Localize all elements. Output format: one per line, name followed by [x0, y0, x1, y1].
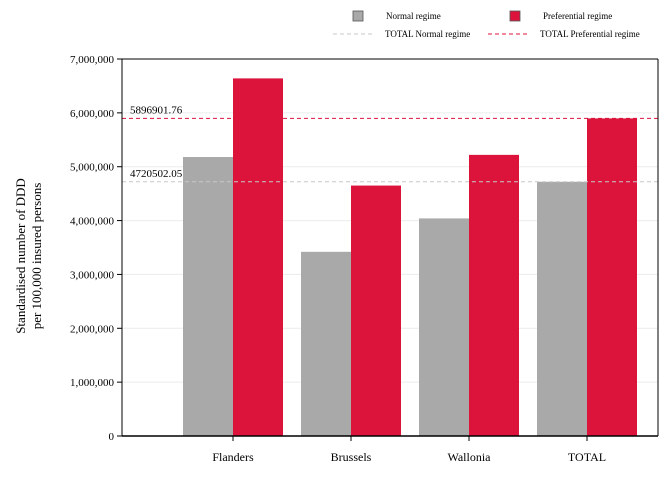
legend-label: Preferential regime — [543, 11, 612, 21]
bar-normal-brussels — [301, 251, 351, 436]
legend-label: TOTAL Normal regime — [385, 29, 470, 39]
y-tick-label: 7,000,000 — [70, 54, 115, 66]
bar-preferential-flanders — [233, 78, 283, 436]
legend-swatch — [352, 10, 364, 22]
legend-swatch — [509, 10, 521, 22]
y-axis-title-line-1: Standardised number of DDD — [13, 178, 28, 334]
x-category-label: TOTAL — [568, 450, 606, 464]
axes — [117, 58, 659, 441]
y-axis-title-line-2: per 100,000 insured persons — [29, 183, 44, 330]
x-category-labels: Flanders Brussels Wallonia TOTAL — [212, 450, 606, 464]
bar-normal-wallonia — [419, 218, 469, 436]
y-tick-label: 3,000,000 — [70, 269, 115, 281]
bar-preferential-wallonia — [469, 154, 519, 436]
y-tick-label: 0 — [109, 431, 115, 443]
y-tick-label: 6,000,000 — [70, 108, 115, 120]
legend-label: TOTAL Preferential regime — [540, 29, 640, 39]
bar-normal-flanders — [183, 157, 233, 436]
legend-label: Normal regime — [386, 11, 441, 21]
x-category-label: Brussels — [331, 450, 372, 464]
y-tick-label: 1,000,000 — [70, 377, 115, 389]
bar-preferential-brussels — [351, 185, 401, 436]
legend: Normal regime Preferential regime TOTAL No… — [333, 10, 640, 39]
y-tick-label: 2,000,000 — [70, 323, 115, 335]
reference-line-label: 5896901.76 — [130, 104, 183, 116]
y-tick-labels: 0 1,000,000 2,000,000 3,000,000 4,000,000 5,0… — [70, 54, 115, 443]
bar-normal-total — [537, 181, 587, 436]
x-category-label: Wallonia — [447, 450, 491, 464]
bar-preferential-total — [587, 118, 637, 436]
reference-line-label: 4720502.05 — [130, 168, 183, 180]
bars — [183, 78, 637, 436]
y-tick-label: 5,000,000 — [70, 162, 115, 174]
x-category-label: Flanders — [212, 450, 254, 464]
y-tick-label: 4,000,000 — [70, 216, 115, 228]
reference-lines: 4720502.05 5896901.76 — [122, 104, 658, 183]
